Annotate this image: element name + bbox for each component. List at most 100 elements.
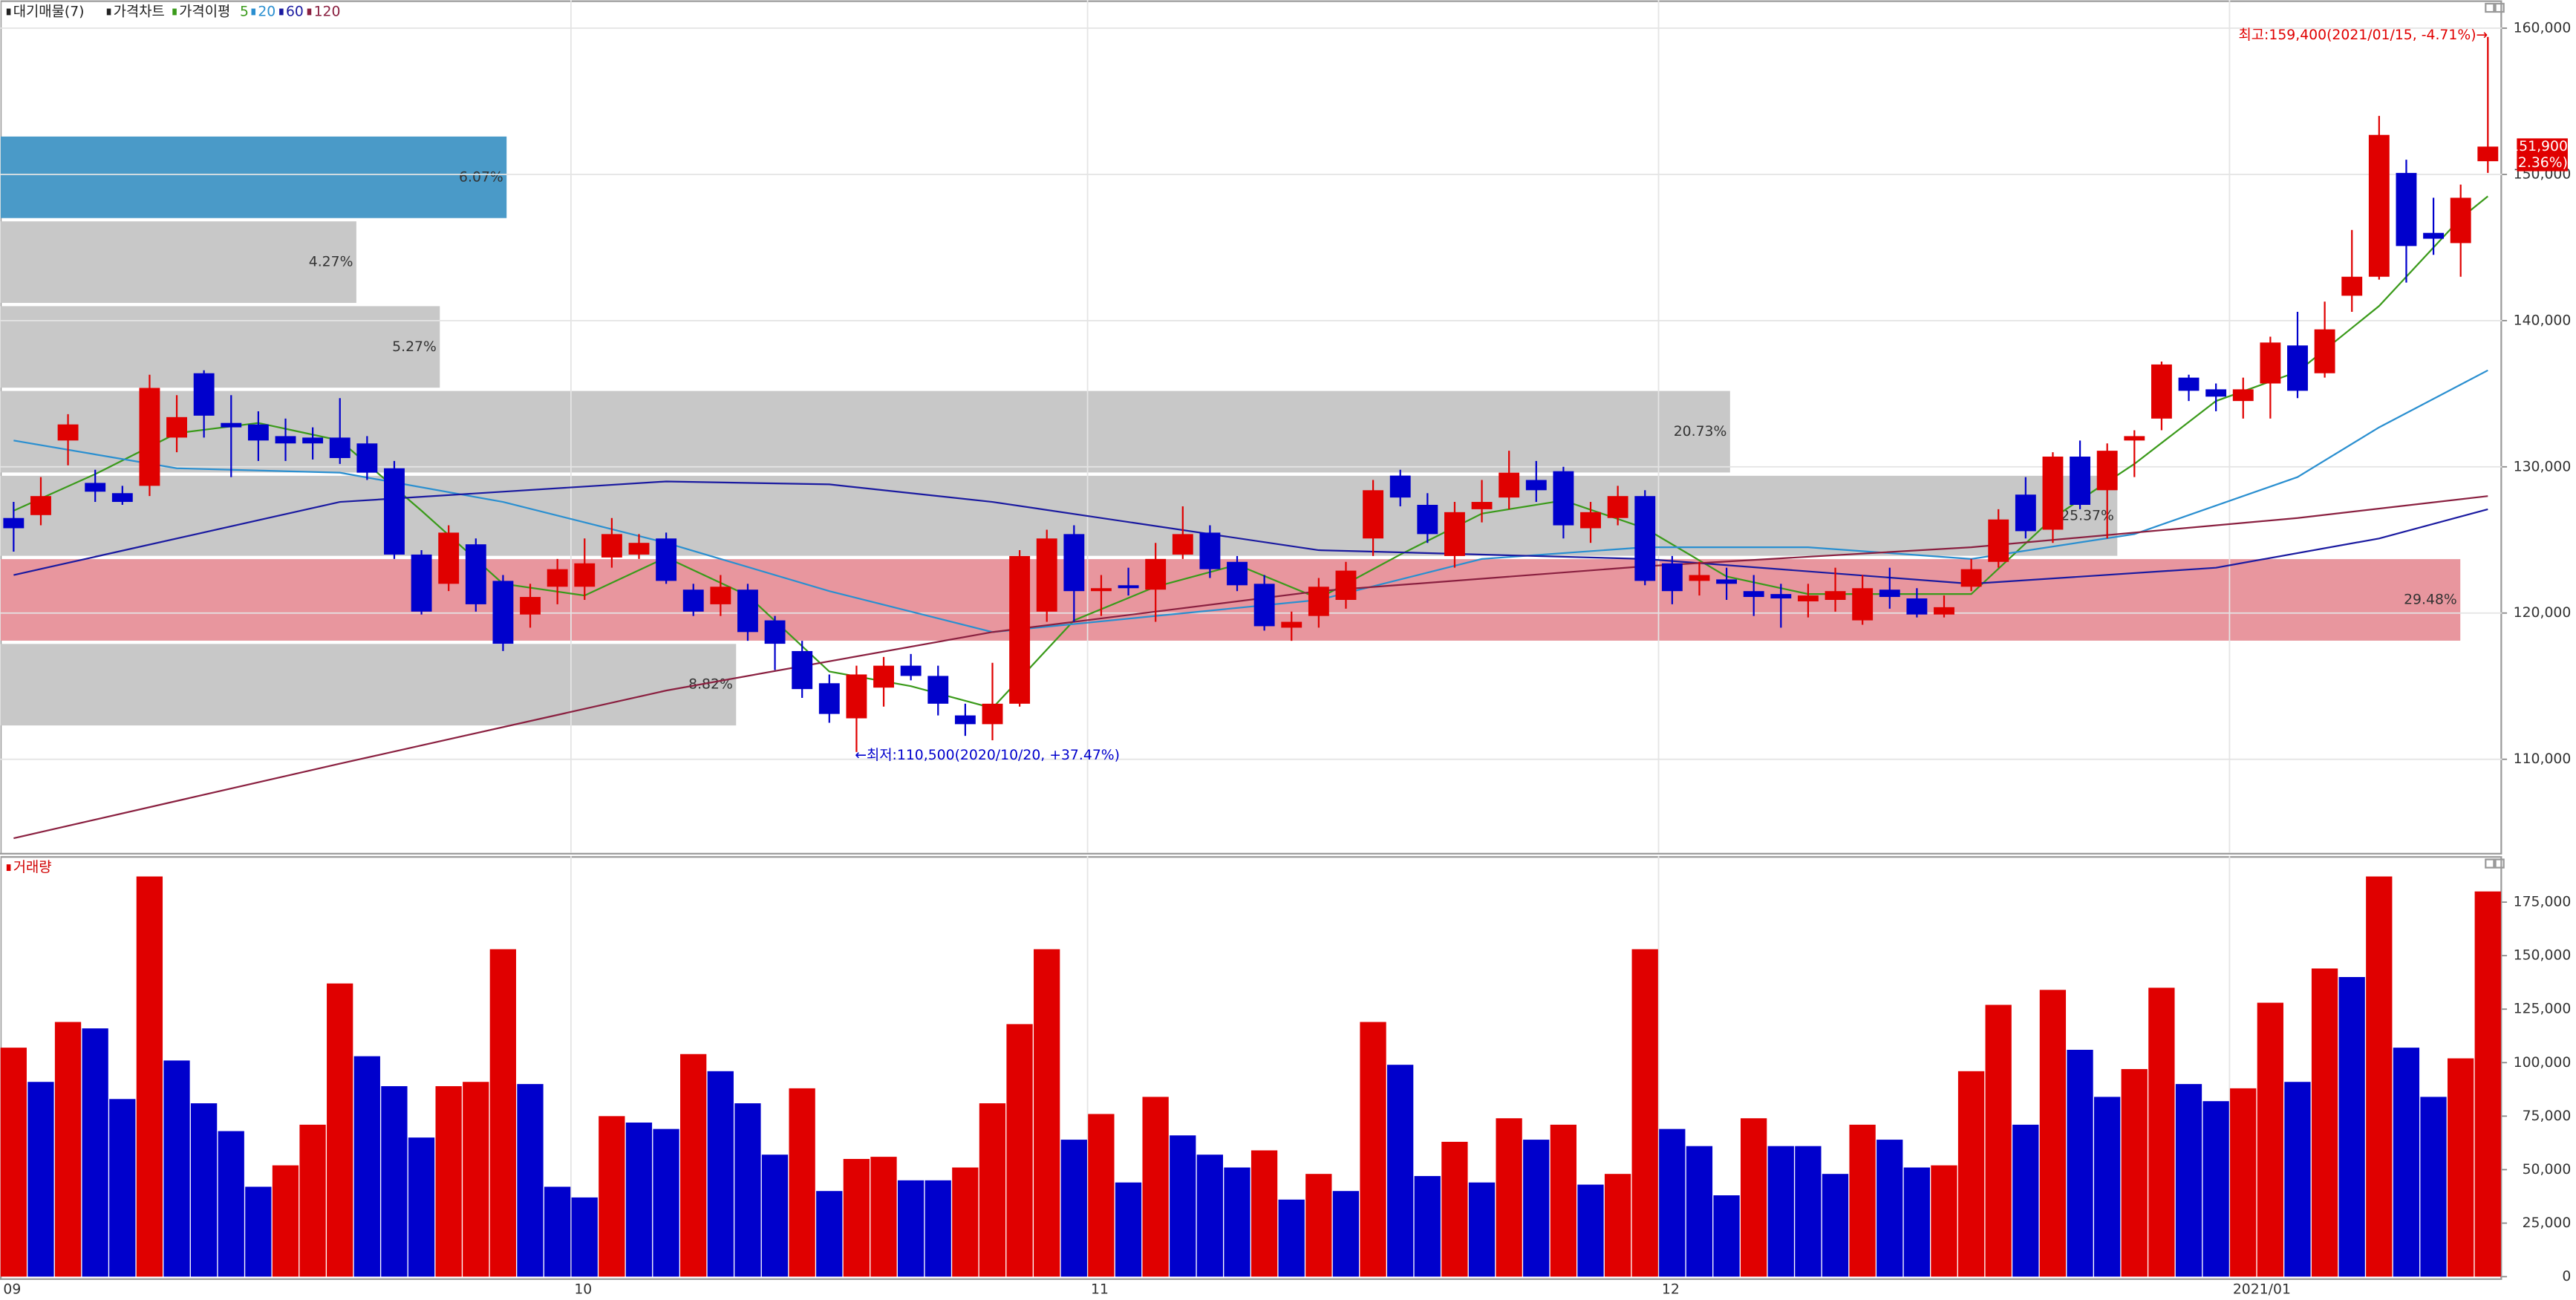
- candle-body: [1689, 575, 1710, 581]
- legend-marker: [106, 8, 111, 16]
- candle-body: [1444, 512, 1465, 556]
- volume-bar: [408, 1137, 435, 1277]
- candle-body: [411, 554, 432, 612]
- candle-body: [329, 437, 350, 458]
- volume-bar: [2121, 1068, 2148, 1277]
- candle-body: [520, 597, 541, 615]
- candle-body: [2450, 197, 2471, 244]
- labels: 110,000 120,000 130,000 140,000 150,000 160,0…: [3, 3, 2571, 1297]
- candle-body: [275, 436, 296, 444]
- volume-bar: [1034, 949, 1060, 1277]
- volume-bar: [816, 1191, 843, 1277]
- profile-label: 5.27%: [392, 339, 437, 355]
- candle-body: [1009, 555, 1031, 704]
- volume-bar: [1822, 1174, 1849, 1277]
- last-price-box: [2517, 138, 2568, 172]
- candle-body: [682, 589, 704, 612]
- candle-body: [1634, 496, 1656, 581]
- volume-bar: [272, 1165, 299, 1277]
- volume-bar: [897, 1180, 925, 1277]
- volume-bar: [517, 1084, 544, 1277]
- volume-bar: [2366, 876, 2393, 1277]
- profile-label: 29.48%: [2404, 592, 2457, 608]
- y-tick-label: 0: [2562, 1269, 2571, 1284]
- volume-bar: [2420, 1097, 2447, 1277]
- legend-label: 120: [314, 4, 341, 19]
- legend-marker: [251, 8, 256, 16]
- volume-bar: [2202, 1101, 2229, 1277]
- candle-body: [1934, 607, 1954, 615]
- panel-button[interactable]: [2485, 858, 2495, 869]
- volume-bar: [1332, 1191, 1360, 1277]
- profile-label: 20.73%: [1674, 424, 1727, 440]
- volume-bar: [381, 1085, 408, 1277]
- volume-bar: [327, 983, 353, 1277]
- candle-body: [2124, 436, 2145, 441]
- y-tick-label: 160,000: [2514, 20, 2572, 36]
- volume-bar: [1387, 1065, 1414, 1277]
- candle-body: [1852, 588, 1874, 621]
- candle-body: [1091, 588, 1112, 592]
- volume-bar: [789, 1088, 815, 1277]
- candle-body: [873, 665, 894, 688]
- volume-bar: [2257, 1002, 2283, 1277]
- candle-body: [1363, 490, 1384, 539]
- volume-bar: [2338, 977, 2365, 1277]
- y-tick-label: 110,000: [2514, 751, 2572, 767]
- volume-bar: [870, 1157, 897, 1277]
- volume-bar: [2094, 1097, 2121, 1277]
- candle-body: [2314, 329, 2335, 373]
- volume-bar: [1414, 1176, 1441, 1277]
- candle-body: [111, 493, 133, 503]
- volume-bar: [1795, 1146, 1822, 1277]
- volume-bar: [1305, 1174, 1332, 1277]
- volume-bar: [653, 1128, 679, 1277]
- high-annotation: 최고:159,400(2021/01/15, -4.71%)→: [2238, 27, 2488, 43]
- candle-body: [1499, 472, 1520, 498]
- panel-button[interactable]: [2494, 2, 2505, 13]
- legend-label: 가격차트: [114, 3, 165, 19]
- volume-bar: [1250, 1150, 1278, 1277]
- volume-bar: [1115, 1182, 1142, 1277]
- volume-bar: [299, 1124, 326, 1277]
- volume-title: 거래량: [13, 859, 52, 875]
- x-tick-label: 11: [1091, 1282, 1109, 1298]
- volume-bar: [571, 1197, 598, 1277]
- volume-bar: [1088, 1114, 1115, 1277]
- x-tick-label: 09: [3, 1282, 21, 1298]
- candle-body: [2205, 389, 2227, 397]
- volume-bar: [190, 1103, 218, 1277]
- candle-body: [384, 468, 405, 555]
- low-annotation: ←최저:110,500(2020/10/20, +37.47%): [855, 747, 1120, 763]
- panel-button[interactable]: [2485, 2, 2495, 13]
- profile-bar: [0, 391, 1730, 473]
- candle-body: [438, 532, 460, 584]
- candle-body: [1906, 598, 1928, 615]
- volume-bar: [925, 1180, 951, 1277]
- volume-bar: [599, 1116, 625, 1277]
- candle-body: [1743, 591, 1764, 598]
- volume-bar: [1496, 1118, 1522, 1277]
- volume-bar: [1604, 1174, 1631, 1277]
- candle-body: [30, 496, 51, 515]
- volume-bar: [1360, 1022, 1386, 1277]
- candle-body: [2070, 456, 2091, 505]
- candle-body: [247, 424, 269, 441]
- profile-label: 6.07%: [459, 169, 503, 185]
- y-tick-label: 125,000: [2514, 1002, 2572, 1017]
- legend-marker: [279, 8, 284, 16]
- candle-body: [1525, 480, 1547, 491]
- candle-body: [1172, 534, 1193, 555]
- volume-bar: [1631, 949, 1658, 1277]
- volume-bar: [843, 1158, 870, 1277]
- volume-bar: [707, 1071, 734, 1277]
- volume-bar: [1278, 1199, 1305, 1277]
- candle-body: [2368, 134, 2390, 277]
- candle-body: [2341, 276, 2363, 296]
- candle-body: [1716, 579, 1738, 584]
- volume-bar: [218, 1131, 244, 1277]
- panel-button[interactable]: [2494, 858, 2505, 869]
- candle-body: [1036, 538, 1057, 612]
- candle-body: [982, 703, 1003, 725]
- y-tick-label: 150,000: [2514, 948, 2572, 964]
